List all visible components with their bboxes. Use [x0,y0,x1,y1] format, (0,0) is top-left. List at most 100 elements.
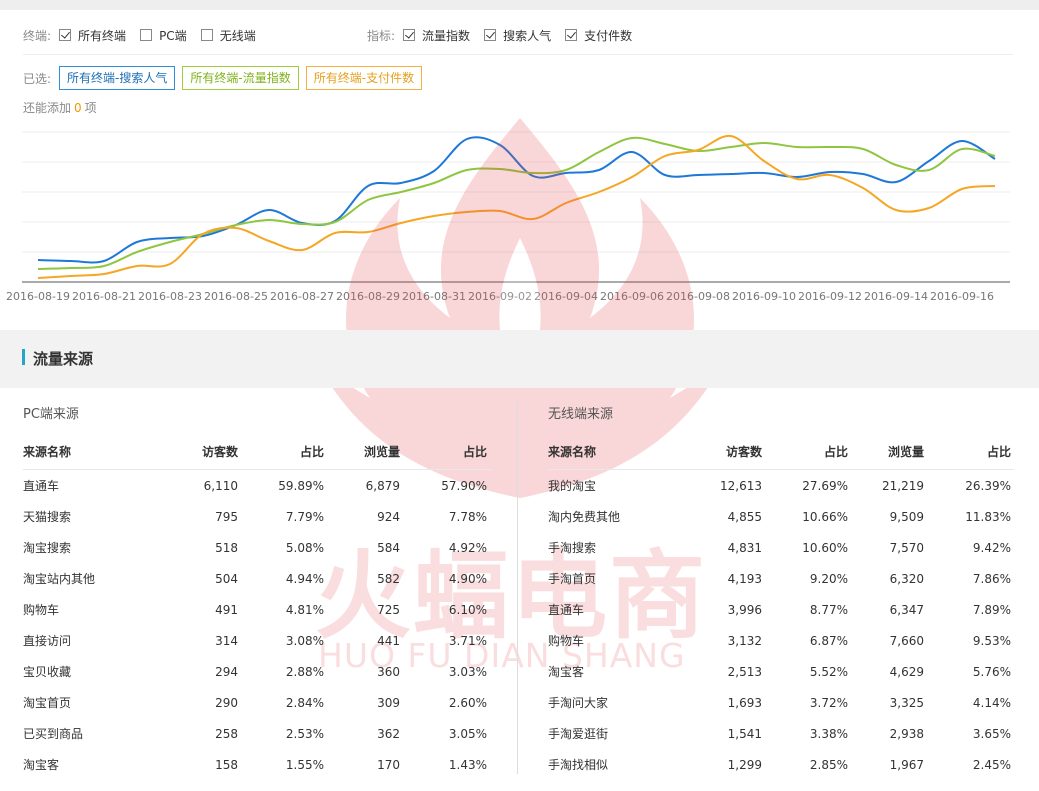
table-cell: 2,513 [727,664,762,679]
checkbox-icon[interactable] [140,29,153,41]
table-row[interactable]: 已买到商品 258 2.53% 362 3.05% [23,718,493,749]
table-cell: 淘宝首页 [23,696,72,710]
table-cell: 5.52% [809,664,848,679]
table-cell: 4.94% [285,571,324,586]
table-cell: 12,613 [720,478,762,493]
checkbox-icon[interactable] [484,29,497,41]
watermark-text-en: HUO FU DIAN SHANG [318,636,686,675]
column-header: 浏览量 [887,445,924,459]
x-tick-label: 2016-08-21 [72,290,136,303]
table-row[interactable]: 手淘爱逛街 1,541 3.38% 2,938 3.65% [548,718,1014,749]
table-cell: 1.43% [448,757,487,772]
table-cell: 直通车 [548,603,585,617]
table-cell: 158 [215,757,238,772]
checkbox-icon[interactable] [59,29,72,41]
table-cell: 2.45% [972,757,1011,772]
table-cell: 584 [377,540,400,555]
checkbox-pc[interactable]: PC端 [140,27,187,44]
table-cell: 9.42% [972,540,1011,555]
series-line-0 [37,136,996,264]
table-cell: 淘宝客 [548,665,585,679]
table-cell: 362 [377,726,400,741]
table-cell: 1,967 [889,757,924,772]
checkbox-search-popularity[interactable]: 搜索人气 [484,27,551,44]
table-cell: 手淘问大家 [548,696,609,710]
table-cell: 手淘爱逛街 [548,727,609,741]
table-cell: 1,693 [727,695,762,710]
tag-search-popularity[interactable]: 所有终端-搜索人气 [59,66,176,90]
table-row[interactable]: 宝贝收藏 294 2.88% 360 3.03% [23,656,493,687]
table-cell: 3,132 [727,633,762,648]
checkbox-paid-items[interactable]: 支付件数 [565,27,632,44]
checkbox-mobile[interactable]: 无线端 [200,27,256,44]
table-cell: 7.86% [972,571,1011,586]
table-row[interactable]: 淘内免费其他 4,855 10.66% 9,509 11.83% [548,501,1014,532]
table-cell: 2.85% [809,757,848,772]
watermark-text: 火蝠电商 [315,540,707,652]
section-header [0,330,1039,388]
table-cell: 淘宝站内其他 [23,572,96,586]
table-cell: 26.39% [965,478,1011,493]
x-tick-label: 2016-08-19 [6,290,70,303]
table-cell: 6,347 [889,602,924,617]
table-cell: 4.90% [448,571,487,586]
table-cell: 4,831 [727,540,762,555]
x-tick-label: 2016-08-23 [138,290,202,303]
table-cell: 购物车 [548,634,585,648]
table-cell: 4,629 [889,664,924,679]
x-tick-label: 2016-09-16 [930,290,994,303]
pc-source-panel: PC端来源 来源名称 访客数 占比 浏览量 占比 直通车 6,110 59.89% 6,879… [23,400,493,780]
table-cell: 360 [377,664,400,679]
table-cell: 4,193 [727,571,762,586]
checkbox-icon[interactable] [403,29,416,41]
table-cell: 8.77% [809,602,848,617]
table-row[interactable]: 淘宝首页 290 2.84% 309 2.60% [23,687,493,718]
table-row[interactable]: 手淘搜索 4,831 10.60% 7,570 9.42% [548,532,1014,563]
tag-traffic-index[interactable]: 所有终端-流量指数 [182,66,299,90]
table-cell: 3.03% [448,664,487,679]
section-title: 流量来源 [33,350,94,368]
table-cell: 2.53% [285,726,324,741]
table-row[interactable]: 淘宝搜索 518 5.08% 584 4.92% [23,532,493,563]
table-row[interactable]: 手淘找相似 1,299 2.85% 1,967 2.45% [548,749,1014,780]
table-row[interactable]: 淘宝客 2,513 5.52% 4,629 5.76% [548,656,1014,687]
checkbox-icon[interactable] [565,29,578,41]
table-row[interactable]: 淘宝站内其他 504 4.94% 582 4.90% [23,563,493,594]
table-row[interactable]: 购物车 491 4.81% 725 6.10% [23,594,493,625]
tag-paid-items[interactable]: 所有终端-支付件数 [305,66,423,90]
table-cell: 1,541 [727,726,762,741]
metric-label: 指标: [367,28,396,43]
table-cell: 9.53% [972,633,1011,648]
x-tick-label: 2016-09-02 [468,290,532,303]
table-cell: 4.14% [972,695,1011,710]
table-cell: 淘内免费其他 [548,510,621,524]
table-row[interactable]: 直通车 6,110 59.89% 6,879 57.90% [23,470,493,501]
table-row[interactable]: 手淘首页 4,193 9.20% 6,320 7.86% [548,563,1014,594]
table-row[interactable]: 我的淘宝 12,613 27.69% 21,219 26.39% [548,470,1014,501]
series-line-2 [37,134,996,279]
x-tick-label: 2016-09-10 [732,290,796,303]
x-tick-label: 2016-08-29 [336,290,400,303]
table-cell: 2.84% [285,695,324,710]
checkbox-icon[interactable] [200,29,213,41]
x-tick-label: 2016-09-14 [864,290,928,303]
checkbox-all-terminals[interactable]: 所有终端 [59,27,126,44]
table-cell: 7.79% [285,509,324,524]
table-header: 来源名称 访客数 占比 浏览量 占比 [548,434,1014,470]
table-cell: 7.89% [972,602,1011,617]
table-row[interactable]: 购物车 3,132 6.87% 7,660 9.53% [548,625,1014,656]
x-tick-label: 2016-09-12 [798,290,862,303]
table-row[interactable]: 直接访问 314 3.08% 441 3.71% [23,625,493,656]
table-cell: 258 [215,726,238,741]
column-header: 来源名称 [548,445,597,459]
table-row[interactable]: 手淘问大家 1,693 3.72% 3,325 4.14% [548,687,1014,718]
table-cell: 10.60% [802,540,848,555]
checkbox-traffic-index[interactable]: 流量指数 [403,27,470,44]
trend-chart[interactable]: 2016-08-19 2016-08-21 2016-08-23 2016-08-25… [0,120,1039,310]
table-row[interactable]: 淘宝客 158 1.55% 170 1.43% [23,749,493,780]
table-row[interactable]: 天猫搜索 795 7.79% 924 7.78% [23,501,493,532]
table-cell: 已买到商品 [23,727,84,741]
table-cell: 21,219 [882,478,924,493]
pc-table-body: 直通车 6,110 59.89% 6,879 57.90% 天猫搜索 795 7.79% 924… [23,470,493,780]
table-row[interactable]: 直通车 3,996 8.77% 6,347 7.89% [548,594,1014,625]
